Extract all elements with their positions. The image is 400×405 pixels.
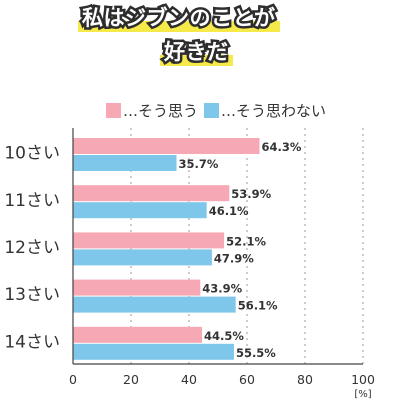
- data-label-yes-0: 64.3%: [261, 140, 301, 154]
- legend-label-no: …そう思わない: [221, 102, 327, 120]
- legend: …そう思う …そう思わない: [106, 100, 332, 121]
- data-label-yes-2: 52.1%: [226, 234, 266, 248]
- data-label-no-1: 46.1%: [209, 204, 249, 218]
- data-label-no-3: 56.1%: [238, 299, 278, 313]
- x-tick-label-20: 20: [123, 372, 139, 387]
- data-label-yes-4: 44.5%: [204, 329, 244, 343]
- legend-item-yes: …そう思う: [106, 100, 198, 121]
- bar-yes-3: [73, 279, 201, 296]
- bar-no-4: [73, 343, 234, 360]
- legend-label-yes: …そう思う: [123, 102, 199, 120]
- x-tick-label-80: 80: [297, 372, 313, 387]
- category-label-1: 11さい: [4, 191, 60, 211]
- bar-no-3: [73, 296, 236, 313]
- x-tick-label-60: 60: [239, 372, 255, 387]
- title-text-2: 好きだ: [162, 38, 231, 67]
- legend-swatch-yes: [106, 103, 121, 118]
- data-label-yes-3: 43.9%: [202, 282, 242, 296]
- x-tick-label-0: 0: [69, 372, 77, 387]
- x-axis-unit: [%]: [354, 389, 371, 400]
- bar-yes-1: [73, 185, 230, 202]
- bar-no-2: [73, 249, 212, 266]
- data-label-no-4: 55.5%: [236, 346, 276, 360]
- data-label-yes-1: 53.9%: [231, 187, 271, 201]
- data-label-no-0: 35.7%: [179, 157, 219, 171]
- legend-item-no: …そう思わない: [204, 100, 326, 121]
- title-text-1: 私はジブンのことが: [80, 4, 278, 33]
- bar-no-1: [73, 202, 207, 219]
- x-tick-label-100: 100: [351, 372, 375, 387]
- bar-yes-2: [73, 232, 225, 249]
- category-label-0: 10さい: [4, 144, 60, 164]
- category-label-2: 12さい: [4, 238, 60, 258]
- legend-swatch-no: [204, 103, 220, 118]
- bar-yes-4: [73, 326, 203, 343]
- category-label-4: 14さい: [4, 332, 60, 352]
- chart-title-line-1: 私はジブンのことが: [80, 2, 278, 33]
- chart-title-line-2: 好きだ: [162, 36, 231, 67]
- bar-no-0: [73, 155, 177, 171]
- x-tick-label-40: 40: [181, 372, 197, 387]
- category-label-3: 13さい: [4, 285, 60, 305]
- bar-yes-0: [73, 138, 260, 154]
- data-label-no-2: 47.9%: [214, 251, 254, 265]
